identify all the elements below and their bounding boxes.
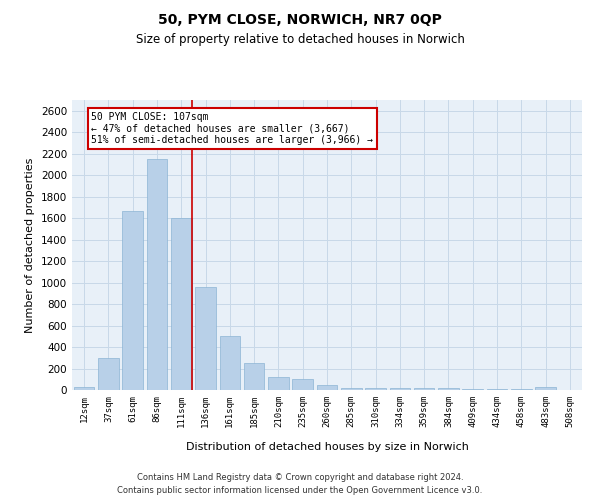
Bar	[244, 363, 265, 390]
Bar	[98, 358, 119, 390]
Text: 50 PYM CLOSE: 107sqm
← 47% of detached houses are smaller (3,667)
51% of semi-de: 50 PYM CLOSE: 107sqm ← 47% of detached h…	[91, 112, 373, 145]
Bar	[511, 389, 532, 390]
Bar	[463, 389, 483, 390]
Bar	[341, 388, 362, 390]
Y-axis label: Number of detached properties: Number of detached properties	[25, 158, 35, 332]
Bar	[389, 388, 410, 390]
Bar	[365, 388, 386, 390]
Bar	[220, 336, 240, 390]
Bar	[317, 385, 337, 390]
Bar	[292, 380, 313, 390]
Text: Distribution of detached houses by size in Norwich: Distribution of detached houses by size …	[185, 442, 469, 452]
Bar	[122, 210, 143, 390]
Bar	[146, 159, 167, 390]
Bar	[414, 388, 434, 390]
Bar	[171, 218, 191, 390]
Bar	[438, 388, 459, 390]
Bar	[268, 377, 289, 390]
Text: 50, PYM CLOSE, NORWICH, NR7 0QP: 50, PYM CLOSE, NORWICH, NR7 0QP	[158, 12, 442, 26]
Text: Size of property relative to detached houses in Norwich: Size of property relative to detached ho…	[136, 32, 464, 46]
Bar	[487, 389, 508, 390]
Bar	[535, 388, 556, 390]
Bar	[74, 388, 94, 390]
Text: Contains HM Land Registry data © Crown copyright and database right 2024.
Contai: Contains HM Land Registry data © Crown c…	[118, 474, 482, 495]
Bar	[195, 287, 216, 390]
